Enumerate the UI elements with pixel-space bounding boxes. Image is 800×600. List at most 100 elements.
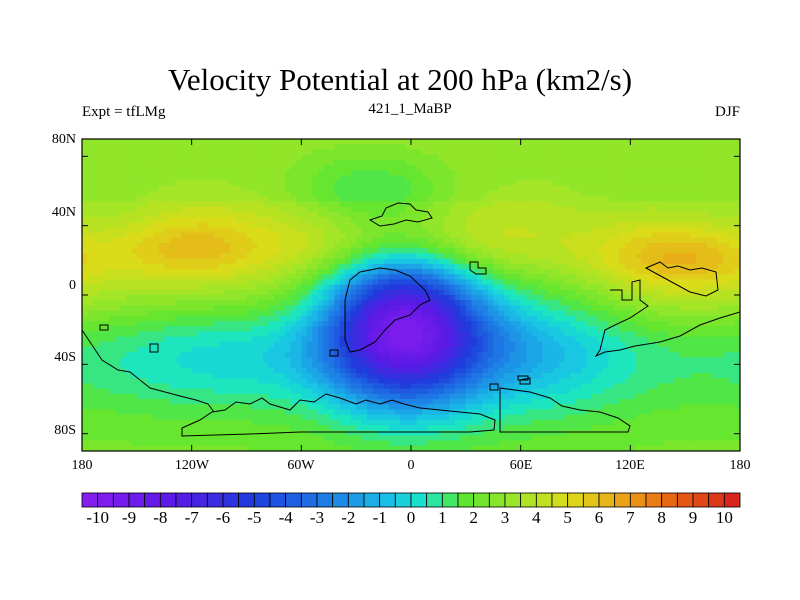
- heat-cell: [624, 269, 631, 275]
- heat-cell: [432, 336, 440, 343]
- heat-cell: [729, 165, 736, 171]
- heat-cell: [169, 310, 176, 317]
- heat-cell: [197, 289, 204, 296]
- heat-cell: [487, 326, 494, 332]
- heat-cell: [411, 289, 418, 296]
- heat-cell: [438, 139, 445, 145]
- heat-cell: [394, 347, 401, 353]
- heat-cell: [608, 305, 615, 312]
- heat-cell: [257, 211, 264, 218]
- heat-cell: [542, 295, 549, 301]
- heat-cell: [323, 258, 330, 265]
- heat-cell: [394, 196, 401, 202]
- heat-cell: [334, 237, 341, 244]
- heat-cell: [696, 175, 703, 182]
- heat-cell: [580, 284, 588, 291]
- heat-cell: [432, 196, 440, 202]
- heat-cell: [131, 331, 138, 338]
- heat-cell: [339, 269, 346, 275]
- heat-cell: [356, 258, 363, 265]
- heat-cell: [531, 201, 538, 208]
- heat-cell: [317, 274, 324, 280]
- heat-cell: [465, 274, 472, 280]
- heat-cell: [295, 139, 302, 145]
- heat-cell: [586, 347, 593, 353]
- heat-cell: [372, 352, 379, 358]
- heat-cell: [339, 310, 346, 317]
- heat-cell: [411, 253, 418, 260]
- heat-cell: [284, 159, 291, 166]
- heat-cell: [652, 201, 659, 208]
- heat-cell: [120, 336, 127, 343]
- heat-cell: [191, 253, 198, 260]
- heat-cell: [641, 321, 648, 327]
- heat-cell: [723, 269, 730, 275]
- heat-cell: [471, 170, 478, 176]
- heat-cell: [290, 196, 297, 202]
- heat-cell: [465, 315, 472, 322]
- heat-cell: [125, 269, 132, 275]
- heat-cell: [696, 331, 703, 338]
- heat-cell: [224, 185, 231, 192]
- heat-cell: [208, 227, 215, 234]
- heat-cell: [328, 180, 335, 187]
- heat-cell: [87, 175, 94, 182]
- heat-cell: [701, 295, 708, 301]
- heat-cell: [175, 180, 182, 187]
- heat-cell: [537, 185, 544, 192]
- heat-cell: [82, 222, 89, 228]
- heat-cell: [657, 165, 664, 171]
- heat-cell: [251, 315, 259, 322]
- heat-cell: [394, 217, 401, 223]
- heat-cell: [416, 206, 423, 213]
- heat-cell: [114, 326, 121, 332]
- heat-cell: [82, 295, 89, 301]
- heat-cell: [92, 305, 100, 312]
- heat-cell: [504, 185, 511, 192]
- heat-cell: [334, 191, 341, 197]
- heat-cell: [674, 222, 681, 228]
- heat-cell: [273, 347, 280, 353]
- heat-cell: [186, 295, 193, 301]
- heat-cell: [635, 159, 642, 166]
- heat-cell: [690, 253, 697, 260]
- heat-cell: [421, 336, 429, 343]
- heat-cell: [449, 248, 456, 254]
- heat-cell: [449, 144, 456, 150]
- heat-cell: [548, 191, 555, 197]
- heat-cell: [142, 289, 149, 296]
- heat-cell: [526, 248, 533, 254]
- heat-cell: [641, 289, 648, 296]
- heat-cell: [487, 300, 494, 306]
- heat-cell: [586, 217, 593, 223]
- heat-cell: [591, 289, 599, 296]
- heat-cell: [120, 149, 127, 156]
- heat-cell: [175, 139, 182, 145]
- heat-cell: [526, 274, 533, 280]
- heat-cell: [559, 237, 566, 244]
- heat-cell: [580, 170, 588, 176]
- heat-cell: [553, 185, 560, 192]
- heat-cell: [257, 326, 264, 332]
- heat-cell: [438, 185, 445, 192]
- heat-cell: [443, 295, 450, 301]
- heat-cell: [175, 248, 182, 254]
- heat-cell: [136, 185, 143, 192]
- heat-cell: [575, 341, 582, 348]
- heat-cell: [427, 159, 434, 166]
- heat-cell: [608, 222, 615, 228]
- heat-cell: [701, 191, 708, 197]
- heat-cell: [449, 139, 456, 145]
- heat-cell: [334, 144, 341, 150]
- heat-cell: [120, 269, 127, 275]
- heat-cell: [109, 352, 116, 358]
- heat-cell: [460, 144, 467, 150]
- heat-cell: [729, 289, 736, 296]
- heat-cell: [537, 289, 544, 296]
- heat-cell: [564, 310, 571, 317]
- heat-cell: [509, 258, 516, 265]
- heat-cell: [235, 269, 242, 275]
- heat-cell: [301, 315, 308, 322]
- heat-cell: [317, 180, 324, 187]
- heat-cell: [652, 180, 659, 187]
